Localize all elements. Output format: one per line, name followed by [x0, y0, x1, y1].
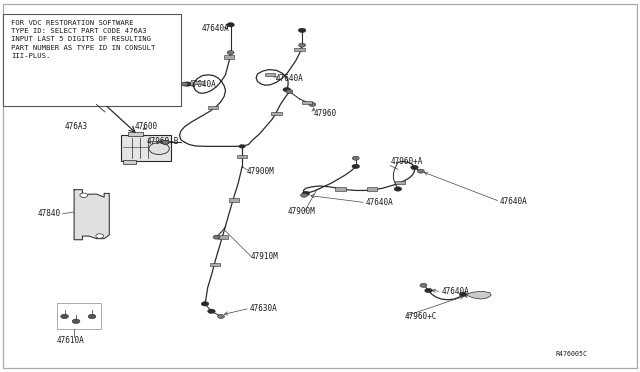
Polygon shape	[74, 190, 109, 240]
Circle shape	[299, 43, 305, 47]
FancyBboxPatch shape	[218, 235, 228, 239]
Circle shape	[309, 102, 316, 106]
Circle shape	[72, 319, 80, 324]
Circle shape	[352, 164, 360, 169]
FancyBboxPatch shape	[294, 48, 305, 51]
FancyBboxPatch shape	[302, 100, 312, 104]
Text: 47640A: 47640A	[442, 287, 469, 296]
Text: 47640A: 47640A	[189, 80, 217, 89]
Circle shape	[460, 292, 467, 296]
Text: 476A3: 476A3	[65, 122, 88, 131]
FancyBboxPatch shape	[335, 187, 346, 190]
Circle shape	[88, 314, 96, 319]
Text: 47960+A: 47960+A	[390, 157, 422, 166]
Text: 47960+C: 47960+C	[404, 312, 436, 321]
Circle shape	[227, 51, 234, 55]
FancyBboxPatch shape	[207, 106, 218, 109]
Circle shape	[425, 288, 433, 293]
Circle shape	[352, 156, 359, 160]
FancyBboxPatch shape	[395, 181, 405, 185]
Circle shape	[201, 302, 209, 306]
FancyBboxPatch shape	[367, 187, 378, 190]
Text: 47840: 47840	[38, 209, 61, 218]
Circle shape	[181, 82, 188, 86]
Text: R476005C: R476005C	[555, 350, 587, 356]
Circle shape	[183, 82, 191, 86]
Text: 47960: 47960	[314, 109, 337, 118]
Circle shape	[96, 234, 104, 238]
Circle shape	[283, 87, 291, 92]
Circle shape	[298, 28, 306, 33]
Polygon shape	[467, 291, 491, 299]
Text: 47630A: 47630A	[250, 304, 278, 313]
Circle shape	[394, 187, 402, 191]
Circle shape	[302, 191, 310, 196]
Text: 47610A: 47610A	[57, 336, 85, 346]
Text: 47900M: 47900M	[288, 208, 316, 217]
FancyBboxPatch shape	[224, 55, 234, 59]
FancyBboxPatch shape	[124, 160, 136, 164]
FancyBboxPatch shape	[3, 14, 181, 106]
Circle shape	[218, 314, 225, 318]
FancyBboxPatch shape	[271, 112, 282, 115]
FancyBboxPatch shape	[121, 135, 172, 161]
Text: 47960+B: 47960+B	[147, 137, 179, 146]
FancyBboxPatch shape	[210, 263, 220, 266]
FancyBboxPatch shape	[193, 81, 204, 84]
Text: 47640A: 47640A	[366, 198, 394, 207]
Text: 47600: 47600	[135, 122, 158, 131]
Text: 47900M: 47900M	[246, 167, 275, 176]
Circle shape	[162, 140, 170, 144]
FancyBboxPatch shape	[265, 73, 275, 77]
Circle shape	[239, 144, 245, 148]
FancyBboxPatch shape	[237, 155, 247, 158]
Text: 47910M: 47910M	[251, 252, 279, 261]
Circle shape	[411, 165, 419, 170]
Text: 47640A: 47640A	[275, 74, 303, 83]
Circle shape	[213, 235, 220, 239]
FancyBboxPatch shape	[228, 198, 239, 202]
Circle shape	[207, 309, 215, 314]
Circle shape	[162, 140, 169, 144]
Circle shape	[80, 193, 88, 198]
Circle shape	[301, 193, 307, 197]
Circle shape	[227, 23, 234, 27]
Circle shape	[61, 314, 68, 319]
Circle shape	[149, 142, 170, 154]
Circle shape	[286, 90, 292, 93]
Text: FOR VDC RESTORATION SOFTWARE
TYPE ID: SELECT PART CODE 476A3
INPUT LAST 5 DIGITS: FOR VDC RESTORATION SOFTWARE TYPE ID: SE…	[11, 20, 156, 59]
Text: 47640A: 47640A	[500, 197, 528, 206]
FancyBboxPatch shape	[128, 132, 143, 137]
Text: 47640A: 47640A	[202, 24, 230, 33]
Circle shape	[420, 283, 427, 287]
Circle shape	[417, 169, 424, 173]
